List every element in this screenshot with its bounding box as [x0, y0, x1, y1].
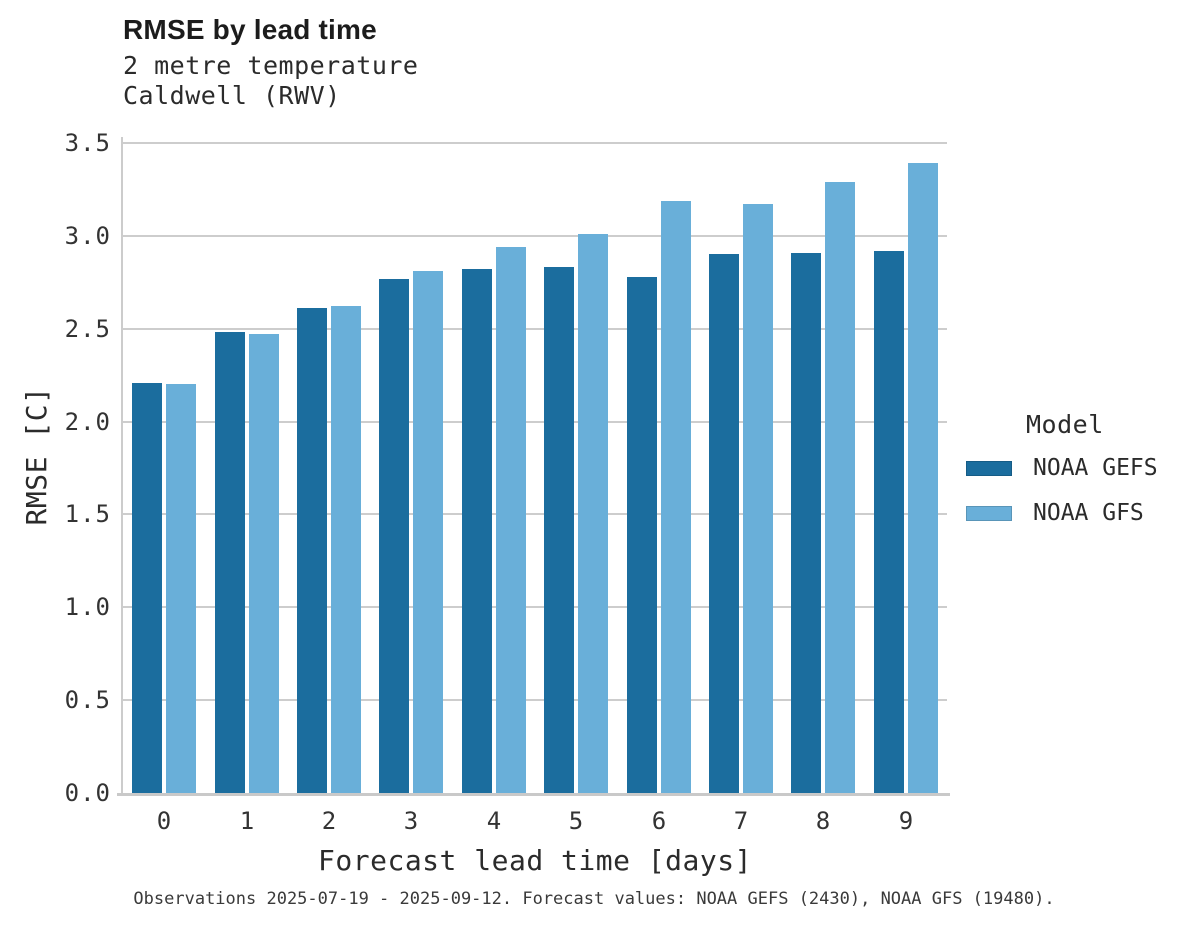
bar-noaa-gfs-lead-5	[578, 234, 608, 793]
legend-swatch-noaa-gefs-icon	[966, 460, 1012, 476]
bar-noaa-gefs-lead-4	[462, 269, 492, 793]
x-tick-label-2: 2	[321, 807, 337, 835]
legend-swatch-noaa-gfs-icon	[966, 505, 1012, 521]
bar-noaa-gefs-lead-5	[544, 267, 574, 793]
chart-subtitle-variable: 2 metre temperature	[123, 51, 419, 80]
y-axis-tick-labels: 0.0 0.5 1.0 1.5 2.0 2.5 3.0 3.5	[0, 131, 111, 805]
legend: Model NOAA GEFS NOAA GFS	[966, 410, 1181, 545]
x-axis-tick-labels: 0 1 2 3 4 5 6 7 8 9	[123, 808, 947, 838]
x-tick-label-7: 7	[733, 807, 749, 835]
x-tick-label-5: 5	[568, 807, 584, 835]
bar-noaa-gefs-lead-8	[791, 253, 821, 793]
bar-noaa-gefs-lead-9	[874, 251, 904, 793]
y-tick-label-3.5: 3.5	[64, 129, 111, 157]
legend-label-noaa-gefs: NOAA GEFS	[1033, 455, 1158, 481]
bar-noaa-gfs-lead-9	[908, 163, 938, 793]
bar-noaa-gfs-lead-6	[661, 201, 691, 793]
footer-note: Observations 2025-07-19 - 2025-09-12. Fo…	[133, 889, 1055, 909]
x-axis-spine	[117, 793, 950, 796]
y-tick-label-2.5: 2.5	[64, 315, 111, 343]
plot-area	[123, 142, 947, 793]
bar-noaa-gfs-lead-8	[825, 182, 855, 793]
gridline-1.0	[123, 606, 947, 609]
bar-noaa-gfs-lead-0	[166, 384, 196, 793]
y-tick-label-0.5: 0.5	[64, 686, 111, 714]
x-tick-label-9: 9	[898, 807, 914, 835]
bar-noaa-gfs-lead-1	[249, 334, 279, 793]
x-tick-label-4: 4	[486, 807, 502, 835]
gridline-3.5	[123, 142, 947, 144]
chart-title: RMSE by lead time	[123, 14, 377, 45]
y-tick-label-3.0: 3.0	[64, 222, 111, 250]
bar-noaa-gfs-lead-4	[496, 247, 526, 793]
bar-noaa-gefs-lead-7	[709, 254, 739, 793]
bar-noaa-gefs-lead-6	[627, 277, 657, 793]
gridline-3.0	[123, 234, 947, 237]
bar-noaa-gefs-lead-1	[215, 332, 245, 793]
bar-noaa-gefs-lead-2	[297, 308, 327, 793]
x-axis-title: Forecast lead time [days]	[318, 844, 752, 877]
x-tick-label-3: 3	[403, 807, 419, 835]
bar-noaa-gfs-lead-3	[413, 271, 443, 793]
y-tick-label-1.0: 1.0	[64, 593, 111, 621]
bar-noaa-gefs-lead-3	[379, 279, 409, 793]
x-tick-label-8: 8	[815, 807, 831, 835]
chart-subtitle-station: Caldwell (RWV)	[123, 81, 341, 110]
gridline-0.5	[123, 699, 947, 702]
bar-noaa-gfs-lead-7	[743, 204, 773, 793]
legend-title: Model	[1026, 410, 1104, 439]
y-tick-label-1.5: 1.5	[64, 500, 111, 528]
gridline-2.0	[123, 420, 947, 423]
gridline-2.5	[123, 327, 947, 330]
gridline-1.5	[123, 513, 947, 516]
y-tick-label-0.0: 0.0	[64, 779, 111, 807]
bar-noaa-gfs-lead-2	[331, 306, 361, 793]
y-tick-label-2.0: 2.0	[64, 408, 111, 436]
legend-item-noaa-gefs: NOAA GEFS	[966, 455, 1181, 481]
x-tick-label-6: 6	[651, 807, 667, 835]
x-tick-label-0: 0	[156, 807, 172, 835]
y-axis-spine	[121, 137, 123, 795]
x-tick-label-1: 1	[239, 807, 255, 835]
bar-noaa-gefs-lead-0	[132, 383, 162, 793]
legend-item-noaa-gfs: NOAA GFS	[966, 500, 1181, 526]
legend-label-noaa-gfs: NOAA GFS	[1033, 500, 1144, 526]
